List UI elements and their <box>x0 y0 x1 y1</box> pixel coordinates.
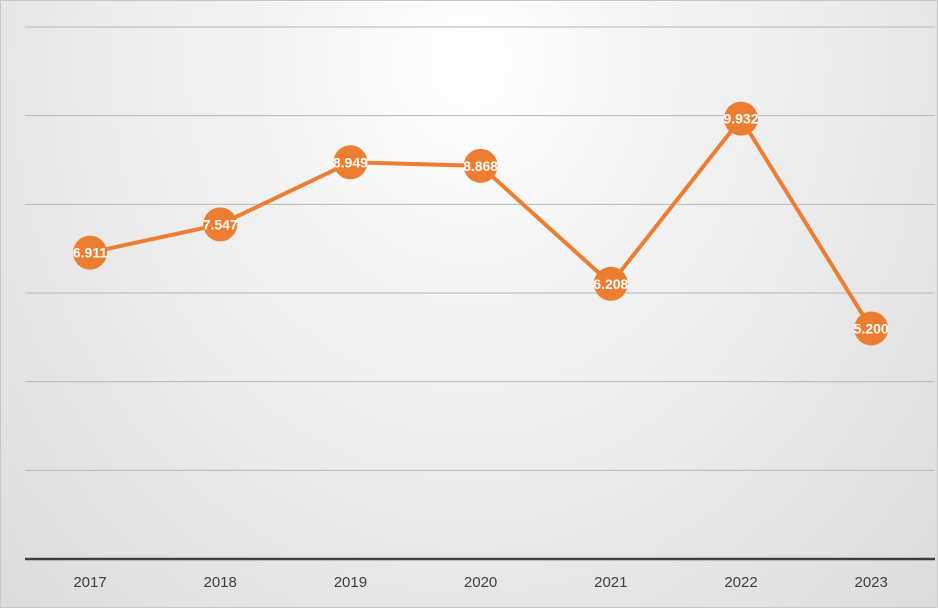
x-tick-label: 2018 <box>204 574 237 591</box>
data-label: 9.932 <box>723 111 758 127</box>
data-label: 5.200 <box>854 320 889 336</box>
data-labels: 6.911 7.547 8.949 8.868 6.208 9.932 5.200 <box>73 111 889 337</box>
data-label: 8.949 <box>333 154 368 170</box>
data-point <box>463 148 498 183</box>
series <box>73 101 889 346</box>
data-point <box>724 101 758 136</box>
data-point <box>854 311 889 346</box>
data-label: 7.547 <box>203 216 238 232</box>
x-tick-label: 2017 <box>73 574 106 591</box>
data-label: 6.911 <box>73 245 107 261</box>
x-tick-label: 2021 <box>594 574 627 591</box>
x-tick-labels: 2017 2018 2019 2020 2021 2022 2023 <box>73 574 888 591</box>
x-tick-label: 2023 <box>855 574 888 591</box>
data-point <box>73 235 107 270</box>
data-point <box>593 266 628 301</box>
x-tick-label: 2020 <box>464 574 497 591</box>
data-label: 6.208 <box>593 276 628 292</box>
data-point <box>203 207 238 242</box>
x-tick-label: 2022 <box>724 574 757 591</box>
gridlines <box>25 26 935 471</box>
x-tick-label: 2019 <box>334 574 367 591</box>
data-label: 8.868 <box>463 158 498 174</box>
data-point <box>333 145 368 180</box>
